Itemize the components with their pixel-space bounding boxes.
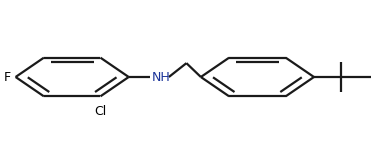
Text: Cl: Cl [94, 105, 106, 118]
Text: NH: NH [152, 71, 170, 83]
Text: F: F [4, 71, 11, 83]
